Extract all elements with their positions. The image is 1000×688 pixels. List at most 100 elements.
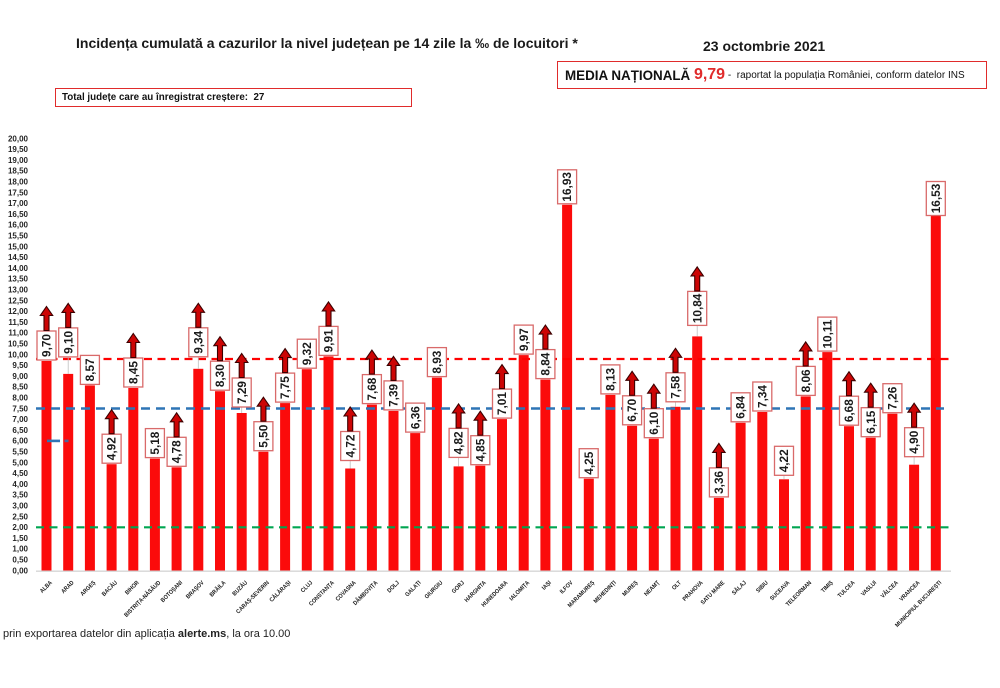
svg-text:VASLUI: VASLUI [861, 580, 879, 598]
svg-text:4,25: 4,25 [582, 451, 596, 474]
svg-text:8,57: 8,57 [83, 358, 97, 381]
svg-text:7,50: 7,50 [12, 404, 28, 413]
svg-text:4,85: 4,85 [473, 438, 487, 461]
svg-text:15,00: 15,00 [8, 242, 29, 251]
svg-text:8,93: 8,93 [430, 350, 444, 373]
svg-text:6,84: 6,84 [734, 395, 748, 418]
svg-text:4,50: 4,50 [12, 469, 28, 478]
svg-text:ALBA: ALBA [39, 580, 54, 595]
svg-text:7,75: 7,75 [278, 376, 292, 399]
svg-text:8,45: 8,45 [126, 361, 140, 384]
svg-text:7,00: 7,00 [12, 415, 28, 424]
svg-text:18,50: 18,50 [8, 167, 29, 176]
svg-text:6,00: 6,00 [12, 437, 28, 446]
svg-text:9,70: 9,70 [40, 334, 54, 357]
svg-text:GIURGIU: GIURGIU [424, 580, 444, 600]
svg-text:MUREȘ: MUREȘ [622, 580, 640, 598]
svg-text:19,00: 19,00 [8, 156, 29, 165]
svg-text:11,50: 11,50 [8, 318, 28, 327]
svg-text:BUZĂU: BUZĂU [231, 579, 249, 597]
svg-text:7,01: 7,01 [495, 392, 509, 415]
svg-text:MEHEDINȚI: MEHEDINȚI [593, 580, 618, 605]
svg-text:17,00: 17,00 [8, 199, 29, 208]
svg-text:4,78: 4,78 [170, 440, 184, 463]
svg-text:11,00: 11,00 [8, 329, 28, 338]
svg-text:OLT: OLT [671, 580, 683, 592]
svg-text:NEAMȚ: NEAMȚ [644, 580, 662, 598]
svg-text:9,91: 9,91 [322, 329, 336, 352]
svg-text:10,50: 10,50 [8, 340, 29, 349]
svg-text:9,97: 9,97 [517, 328, 531, 351]
svg-text:SĂLAJ: SĂLAJ [731, 579, 748, 596]
svg-text:5,50: 5,50 [257, 424, 271, 447]
svg-text:20,00: 20,00 [8, 134, 29, 143]
svg-text:6,50: 6,50 [12, 426, 28, 435]
svg-text:8,06: 8,06 [799, 369, 813, 392]
svg-text:0,00: 0,00 [12, 566, 28, 575]
svg-text:13,00: 13,00 [8, 286, 29, 295]
svg-text:1,00: 1,00 [12, 545, 28, 554]
svg-text:TULCEA: TULCEA [837, 580, 857, 600]
svg-text:8,13: 8,13 [604, 367, 618, 390]
svg-text:GALAȚI: GALAȚI [405, 580, 423, 598]
svg-text:ARAD: ARAD [61, 580, 76, 595]
svg-text:IAȘI: IAȘI [541, 580, 553, 592]
svg-text:7,58: 7,58 [669, 375, 683, 398]
svg-text:10,11: 10,11 [820, 319, 834, 348]
svg-text:8,30: 8,30 [213, 364, 227, 387]
svg-text:CLUJ: CLUJ [300, 580, 314, 594]
svg-text:13,50: 13,50 [8, 275, 29, 284]
svg-text:5,00: 5,00 [12, 458, 28, 467]
svg-text:16,93: 16,93 [560, 172, 574, 202]
svg-text:9,50: 9,50 [12, 361, 28, 370]
svg-text:4,72: 4,72 [343, 434, 357, 457]
svg-text:4,00: 4,00 [12, 480, 28, 489]
svg-text:6,10: 6,10 [647, 411, 661, 434]
svg-text:SIBIU: SIBIU [756, 580, 770, 594]
svg-text:ILFOV: ILFOV [559, 580, 574, 595]
svg-text:BIHOR: BIHOR [125, 580, 142, 597]
svg-text:1,50: 1,50 [12, 534, 28, 543]
svg-text:3,00: 3,00 [12, 502, 28, 511]
svg-text:6,70: 6,70 [625, 398, 639, 421]
svg-text:12,00: 12,00 [8, 307, 29, 316]
svg-text:BOTOȘANI: BOTOȘANI [160, 580, 184, 604]
svg-text:10,84: 10,84 [690, 293, 704, 323]
svg-text:5,18: 5,18 [148, 431, 162, 454]
svg-text:9,10: 9,10 [61, 330, 75, 353]
svg-text:8,00: 8,00 [12, 394, 28, 403]
svg-text:0,50: 0,50 [12, 556, 28, 565]
svg-text:2,00: 2,00 [12, 523, 28, 532]
svg-text:MUNICIPIUL BUCUREȘTI: MUNICIPIUL BUCUREȘTI [894, 580, 943, 629]
svg-text:7,26: 7,26 [886, 386, 900, 409]
svg-text:16,00: 16,00 [8, 221, 29, 230]
svg-text:4,22: 4,22 [777, 449, 791, 472]
svg-text:2,50: 2,50 [12, 512, 28, 521]
svg-text:8,84: 8,84 [539, 352, 553, 375]
svg-text:14,50: 14,50 [8, 253, 29, 262]
svg-text:6,15: 6,15 [864, 410, 878, 433]
svg-text:7,29: 7,29 [235, 381, 249, 404]
svg-text:14,00: 14,00 [8, 264, 29, 273]
svg-text:7,34: 7,34 [755, 385, 769, 408]
svg-text:4,90: 4,90 [907, 430, 921, 453]
svg-text:ARGEȘ: ARGEȘ [80, 580, 97, 597]
svg-text:TIMIȘ: TIMIȘ [821, 580, 835, 594]
svg-text:8,50: 8,50 [12, 383, 28, 392]
svg-text:IALOMIȚA: IALOMIȚA [509, 580, 532, 603]
svg-text:SUCEAVA: SUCEAVA [769, 580, 791, 602]
svg-text:GORJ: GORJ [451, 580, 466, 595]
svg-text:6,36: 6,36 [408, 406, 422, 429]
svg-text:18,00: 18,00 [8, 178, 29, 187]
svg-text:9,00: 9,00 [12, 372, 28, 381]
svg-text:16,50: 16,50 [8, 210, 29, 219]
svg-text:12,50: 12,50 [8, 296, 29, 305]
svg-text:10,00: 10,00 [8, 350, 29, 359]
svg-text:BACĂU: BACĂU [101, 579, 119, 597]
svg-text:15,50: 15,50 [8, 232, 29, 241]
svg-text:5,50: 5,50 [12, 448, 28, 457]
svg-text:17,50: 17,50 [8, 188, 29, 197]
svg-text:VÂLCEA: VÂLCEA [879, 579, 900, 600]
svg-text:BISTRIȚA-NĂSĂUD: BISTRIȚA-NĂSĂUD [123, 579, 163, 619]
svg-text:6,68: 6,68 [842, 399, 856, 422]
